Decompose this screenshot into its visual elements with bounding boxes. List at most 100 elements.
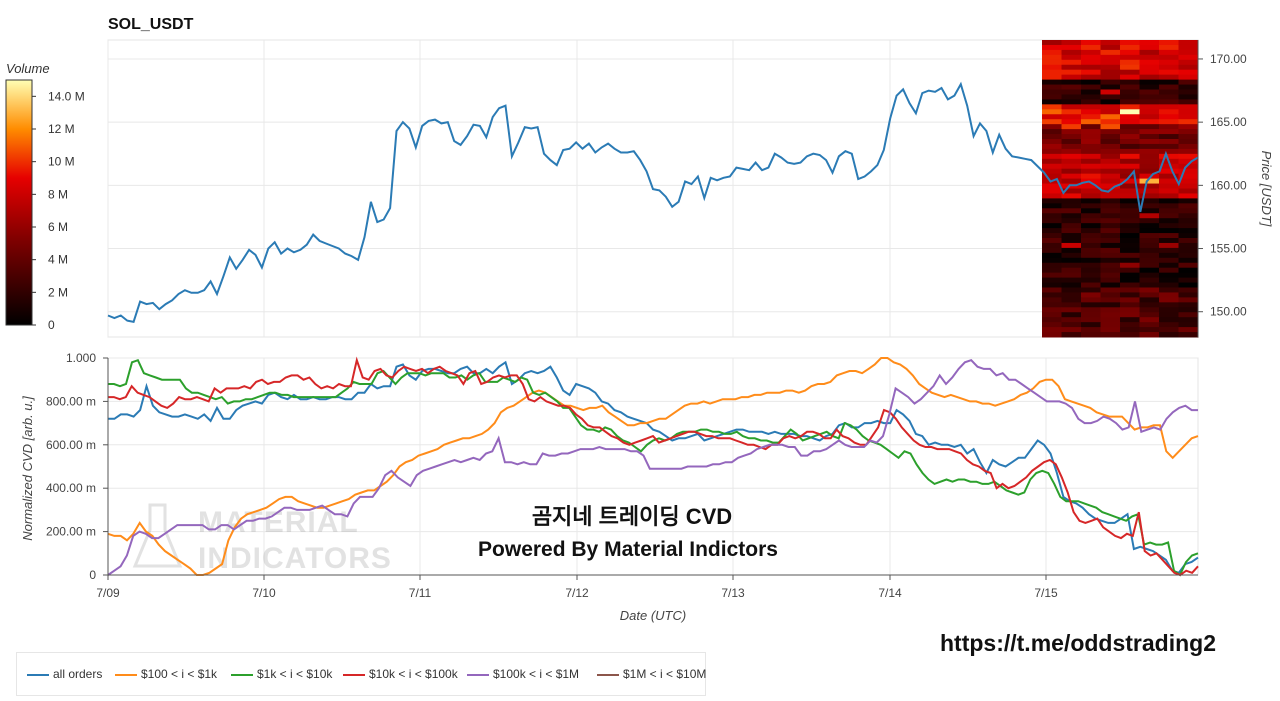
- legend-swatch: [597, 673, 619, 676]
- legend-item[interactable]: $100k < i < $1M: [467, 667, 579, 681]
- heatmap-cell: [1100, 307, 1121, 313]
- heatmap-cell: [1061, 267, 1082, 274]
- heatmap-cell: [1061, 208, 1082, 214]
- heatmap-cell: [1100, 178, 1121, 185]
- heatmap-cell: [1178, 262, 1199, 269]
- heatmap-cell: [1061, 143, 1082, 150]
- heatmap-cell: [1139, 307, 1160, 313]
- legend-item[interactable]: $100 < i < $1k: [115, 667, 217, 681]
- volume-heatmap: [1042, 40, 1199, 338]
- heatmap-cell: [1139, 257, 1160, 264]
- heatmap-cell: [1061, 84, 1082, 90]
- heatmap-cell: [1042, 193, 1062, 199]
- heatmap-cell: [1042, 203, 1062, 209]
- heatmap-cell: [1178, 198, 1199, 204]
- heatmap-cell: [1159, 183, 1179, 189]
- heatmap-cell: [1139, 297, 1160, 303]
- heatmap-cell: [1042, 148, 1062, 155]
- colorbar-tick-label: 4 M: [48, 253, 68, 267]
- heatmap-cell: [1159, 59, 1179, 66]
- heatmap-cell: [1100, 198, 1121, 204]
- heatmap-cell: [1042, 79, 1062, 86]
- heatmap-cell: [1159, 119, 1179, 125]
- heatmap-cell: [1159, 49, 1179, 56]
- heatmap-cell: [1159, 84, 1179, 90]
- colorbar-tick-label: 2 M: [48, 285, 68, 299]
- heatmap-cell: [1139, 223, 1160, 229]
- colorbar-title: Volume: [6, 61, 50, 76]
- heatmap-cell: [1159, 277, 1179, 284]
- heatmap-cell: [1061, 89, 1082, 95]
- heatmap-cell: [1159, 40, 1179, 46]
- heatmap-cell: [1061, 307, 1082, 313]
- colorbar: [5, 79, 33, 326]
- heatmap-cell: [1042, 139, 1062, 145]
- heatmap-cell: [1159, 64, 1179, 71]
- legend-item[interactable]: $1k < i < $10k: [231, 667, 332, 681]
- heatmap-cell: [1159, 297, 1179, 303]
- heatmap-cell: [1159, 143, 1179, 150]
- heatmap-cell: [1042, 129, 1062, 135]
- heatmap-cell: [1178, 163, 1199, 170]
- heatmap-cell: [1139, 139, 1160, 145]
- heatmap-cell: [1042, 134, 1062, 140]
- heatmap-cell: [1178, 99, 1199, 105]
- heatmap-cell: [1139, 74, 1160, 81]
- legend-item[interactable]: $1M < i < $10M: [597, 667, 706, 681]
- heatmap-cell: [1120, 297, 1140, 303]
- heatmap-cell: [1042, 208, 1062, 214]
- heatmap-cell: [1100, 54, 1121, 61]
- legend-swatch: [27, 673, 49, 676]
- heatmap-cell: [1100, 163, 1121, 170]
- heatmap-cell: [1100, 327, 1121, 333]
- price-axis-label: Price [USDT]: [1259, 151, 1274, 227]
- heatmap-cell: [1081, 129, 1101, 135]
- heatmap-cell: [1061, 49, 1082, 56]
- heatmap-cell: [1042, 158, 1062, 165]
- heatmap-cell: [1120, 238, 1140, 244]
- heatmap-cell: [1061, 332, 1082, 338]
- heatmap-cell: [1061, 218, 1082, 224]
- heatmap-cell: [1178, 143, 1199, 150]
- channel-link[interactable]: https://t.me/oddstrading2: [940, 630, 1216, 656]
- heatmap-cell: [1139, 54, 1160, 61]
- heatmap-cell: [1120, 40, 1140, 46]
- heatmap-cell: [1061, 322, 1082, 328]
- heatmap-cell: [1139, 218, 1160, 224]
- heatmap-cell: [1139, 64, 1160, 71]
- heatmap-cell: [1100, 158, 1121, 165]
- legend-item[interactable]: all orders: [27, 667, 102, 681]
- heatmap-cell: [1081, 223, 1101, 229]
- heatmap-cell: [1100, 84, 1121, 90]
- heatmap-cell: [1042, 302, 1062, 308]
- heatmap-cell: [1120, 228, 1140, 234]
- cvd-tick-label: 400.00 m: [46, 481, 96, 495]
- cvd-line--1k-i-10k: [108, 358, 1199, 577]
- heatmap-cell: [1139, 277, 1160, 284]
- heatmap-cell: [1178, 277, 1199, 284]
- heatmap-cell: [1120, 129, 1140, 135]
- heatmap-cell: [1178, 322, 1199, 328]
- heatmap-cell: [1178, 173, 1199, 180]
- heatmap-cell: [1100, 148, 1121, 155]
- heatmap-cell: [1120, 99, 1140, 105]
- heatmap-cell: [1042, 307, 1062, 313]
- heatmap-cell: [1120, 198, 1140, 204]
- heatmap-cell: [1139, 69, 1160, 76]
- heatmap-cell: [1178, 317, 1199, 323]
- heatmap-cell: [1120, 218, 1140, 224]
- legend-label: $100k < i < $1M: [493, 667, 580, 681]
- heatmap-cell: [1081, 252, 1101, 259]
- heatmap-cell: [1120, 327, 1140, 333]
- heatmap-cell: [1100, 114, 1121, 120]
- heatmap-cell: [1100, 213, 1121, 219]
- heatmap-cell: [1120, 124, 1140, 130]
- heatmap-cell: [1178, 272, 1199, 279]
- heatmap-cell: [1178, 134, 1199, 140]
- heatmap-cell: [1159, 153, 1179, 160]
- heatmap-cell: [1081, 302, 1101, 308]
- legend-item[interactable]: $10k < i < $100k: [343, 667, 458, 681]
- heatmap-cell: [1159, 193, 1179, 199]
- heatmap-cell: [1120, 109, 1140, 115]
